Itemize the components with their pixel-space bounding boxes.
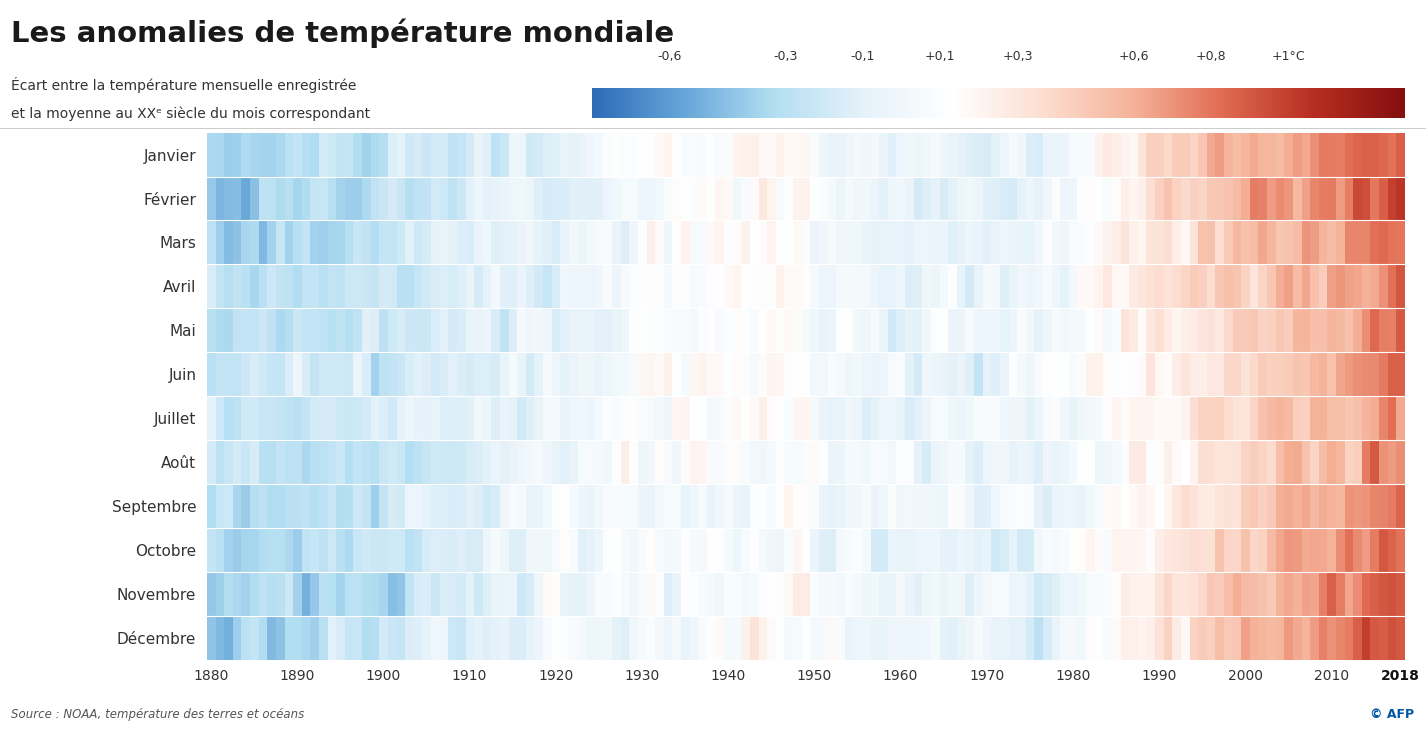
Text: Les anomalies de température mondiale: Les anomalies de température mondiale (11, 18, 674, 48)
Text: +0,3: +0,3 (1002, 49, 1032, 63)
Text: +1°C: +1°C (1272, 49, 1305, 63)
Text: Écart entre la température mensuelle enregistrée: Écart entre la température mensuelle enr… (11, 77, 356, 94)
Text: © AFP: © AFP (1370, 708, 1415, 721)
Text: +0,8: +0,8 (1196, 49, 1226, 63)
Text: -0,6: -0,6 (657, 49, 682, 63)
Text: et la moyenne au XXᵉ siècle du mois correspondant: et la moyenne au XXᵉ siècle du mois corr… (11, 107, 371, 122)
Text: -0,3: -0,3 (773, 49, 797, 63)
Text: +0,6: +0,6 (1118, 49, 1149, 63)
Text: Source : NOAA, température des terres et océans: Source : NOAA, température des terres et… (11, 708, 305, 721)
Text: +0,1: +0,1 (925, 49, 955, 63)
Text: -0,1: -0,1 (850, 49, 876, 63)
